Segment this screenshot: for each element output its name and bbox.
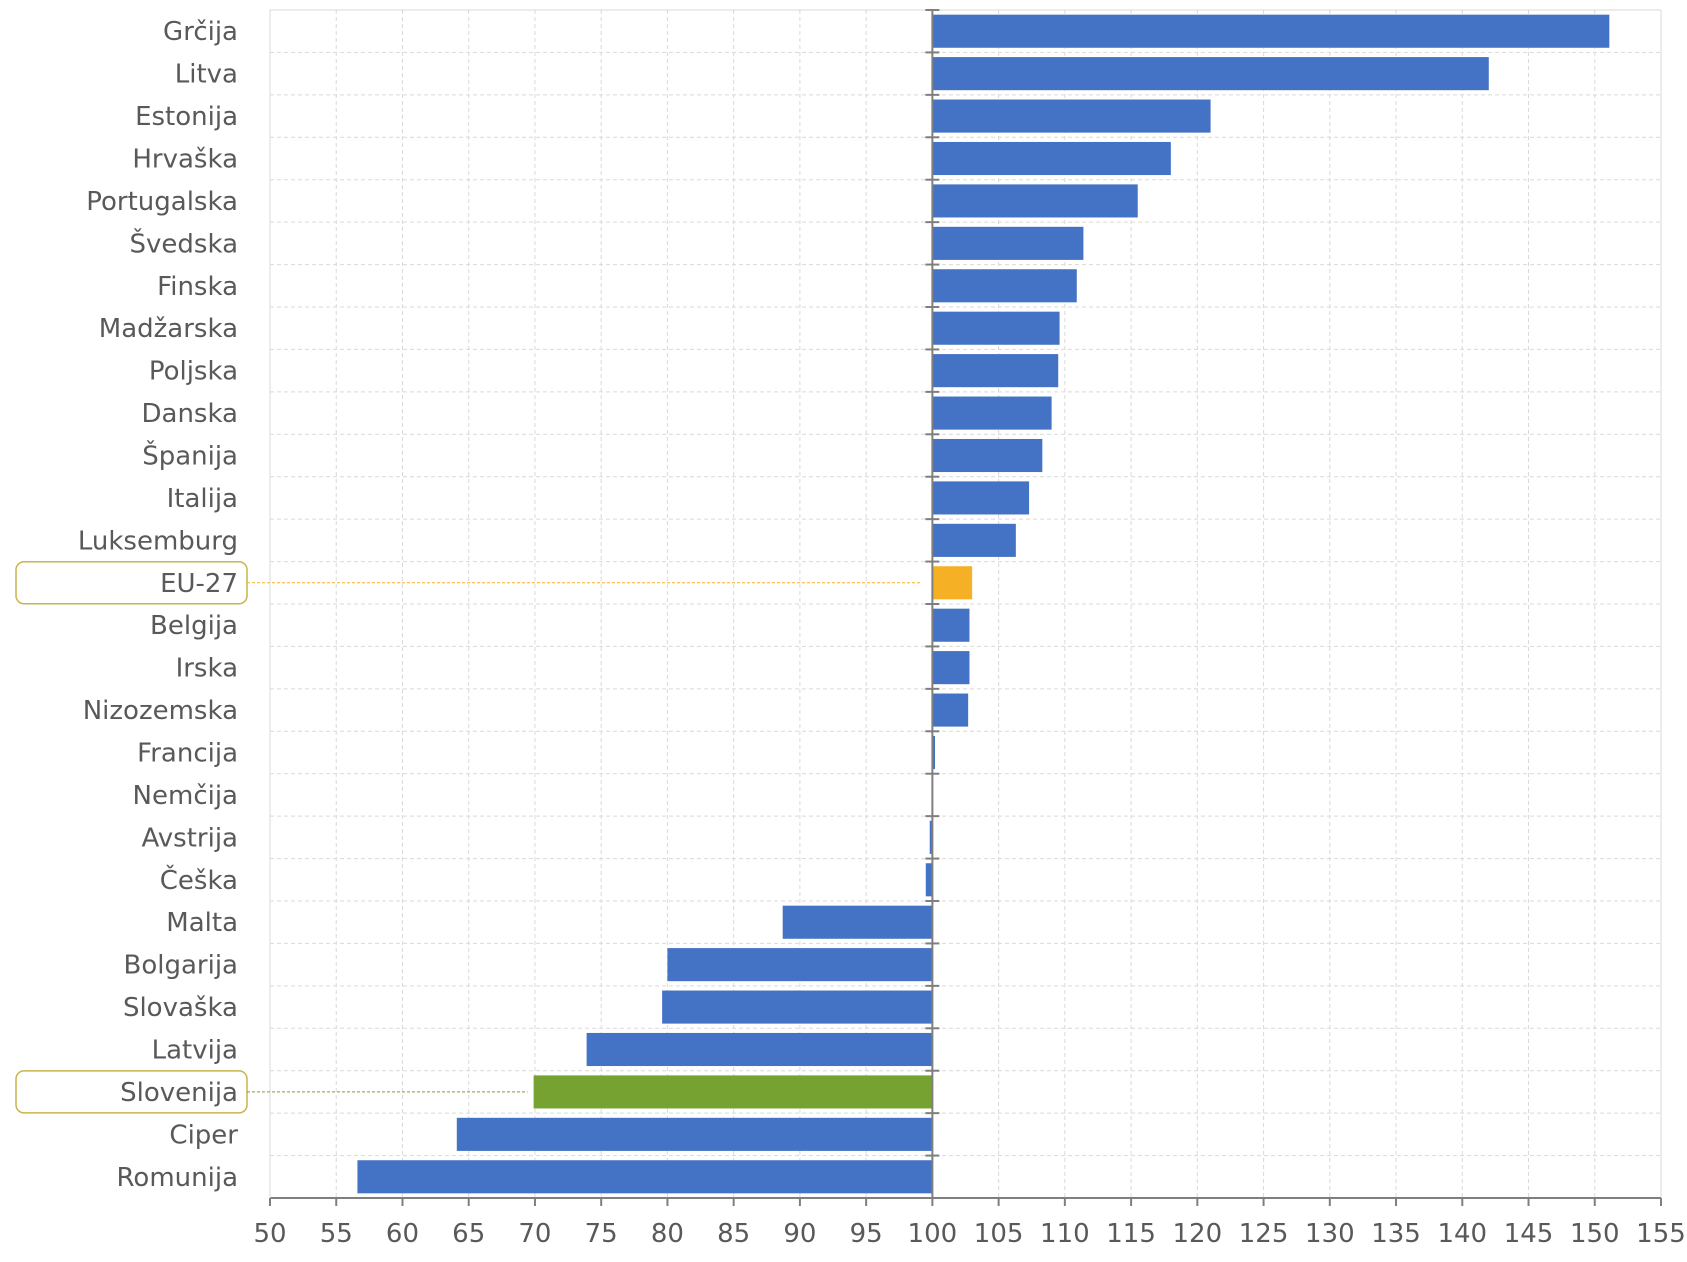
x-tick-label: 155 bbox=[1636, 1219, 1686, 1249]
category-label: Litva bbox=[175, 60, 238, 90]
bar-češka bbox=[925, 863, 933, 897]
x-tick-label: 95 bbox=[850, 1219, 883, 1249]
bar-estonija bbox=[932, 99, 1211, 133]
x-tick-label: 110 bbox=[1040, 1219, 1090, 1249]
bar-ciper bbox=[456, 1117, 933, 1151]
category-label: Nizozemska bbox=[83, 696, 238, 726]
x-tick-label: 125 bbox=[1239, 1219, 1289, 1249]
x-tick-label: 75 bbox=[585, 1219, 618, 1249]
bar-luksemburg bbox=[932, 523, 1016, 557]
x-tick-label: 60 bbox=[386, 1219, 419, 1249]
category-label: Malta bbox=[166, 908, 238, 938]
category-label: Irska bbox=[176, 654, 238, 684]
category-label: Danska bbox=[141, 399, 238, 429]
category-label: Portugalska bbox=[86, 187, 238, 217]
category-label: Latvija bbox=[152, 1036, 238, 1066]
bar-finska bbox=[932, 269, 1077, 303]
bar-romunija bbox=[357, 1160, 933, 1194]
bar-španija bbox=[932, 438, 1043, 473]
x-tick-label: 145 bbox=[1504, 1219, 1554, 1249]
bar-slovaška bbox=[662, 990, 933, 1024]
bar-švedska bbox=[932, 226, 1084, 260]
category-label: Hrvaška bbox=[132, 145, 238, 175]
bar-malta bbox=[782, 905, 933, 939]
axis-layer bbox=[269, 9, 1662, 1206]
category-label: Luksemburg bbox=[78, 526, 238, 556]
bar-irska bbox=[932, 651, 970, 685]
x-tick-label: 85 bbox=[717, 1219, 750, 1249]
labels-layer: 50 55 60 65 70 75 80 85 90 95 100 105 110 115 120 125 13… bbox=[15, 17, 1686, 1249]
x-tick-label: 135 bbox=[1371, 1219, 1421, 1249]
category-label: Finska bbox=[157, 272, 238, 302]
category-label: Estonija bbox=[135, 102, 238, 132]
category-label: Avstrija bbox=[142, 823, 238, 853]
category-label: EU-27 bbox=[160, 569, 238, 599]
category-label: Nemčija bbox=[133, 781, 238, 811]
bars-layer bbox=[357, 14, 1610, 1194]
category-label: Madžarska bbox=[99, 314, 238, 344]
bar-nizozemska bbox=[932, 693, 969, 727]
x-tick-label: 150 bbox=[1570, 1219, 1620, 1249]
bar-latvija bbox=[586, 1032, 933, 1067]
category-label: Grčija bbox=[163, 17, 238, 47]
x-tick-label: 100 bbox=[908, 1219, 958, 1249]
x-tick-label: 65 bbox=[452, 1219, 485, 1249]
bar-madžarska bbox=[932, 311, 1060, 345]
bar-slovenija bbox=[533, 1075, 933, 1109]
category-label: Romunija bbox=[117, 1163, 238, 1193]
bar-eu-27 bbox=[932, 566, 973, 600]
bar-italija bbox=[932, 481, 1030, 515]
x-tick-label: 140 bbox=[1437, 1219, 1487, 1249]
bar-grčija bbox=[932, 14, 1610, 48]
x-tick-label: 130 bbox=[1305, 1219, 1355, 1249]
x-tick-label: 55 bbox=[320, 1219, 353, 1249]
bar-danska bbox=[932, 396, 1052, 430]
bar-portugalska bbox=[932, 184, 1138, 218]
category-label: Švedska bbox=[130, 227, 238, 259]
x-tick-label: 120 bbox=[1173, 1219, 1223, 1249]
bar-poljska bbox=[932, 354, 1059, 388]
x-tick-label: 115 bbox=[1106, 1219, 1156, 1249]
category-label: Češka bbox=[160, 864, 238, 896]
category-label: Poljska bbox=[149, 357, 238, 387]
x-tick-label: 50 bbox=[253, 1219, 286, 1249]
category-label: Ciper bbox=[169, 1120, 238, 1150]
category-label: Slovaška bbox=[123, 993, 238, 1023]
bar-avstrija bbox=[929, 820, 933, 854]
bar-belgija bbox=[932, 608, 970, 642]
category-label: Bolgarija bbox=[124, 951, 238, 981]
x-tick-label: 105 bbox=[974, 1219, 1024, 1249]
bar-francija bbox=[932, 735, 936, 770]
bar-hrvaška bbox=[932, 141, 1171, 176]
x-tick-label: 70 bbox=[518, 1219, 551, 1249]
category-label: Belgija bbox=[150, 611, 238, 641]
category-label: Italija bbox=[167, 484, 238, 514]
category-label: Slovenija bbox=[120, 1078, 238, 1108]
category-label: Španija bbox=[142, 440, 238, 472]
x-tick-label: 80 bbox=[651, 1219, 684, 1249]
bar-bolgarija bbox=[667, 948, 933, 982]
bar-litva bbox=[932, 57, 1489, 91]
x-tick-label: 90 bbox=[783, 1219, 816, 1249]
category-label: Francija bbox=[137, 739, 238, 769]
